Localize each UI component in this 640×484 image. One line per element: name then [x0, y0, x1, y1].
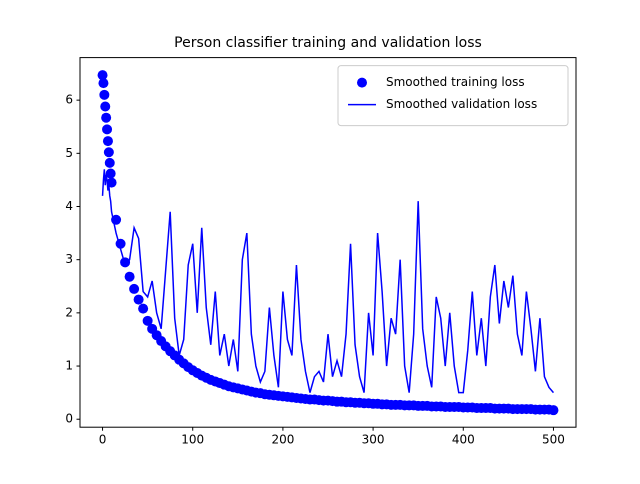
- data-point: [97, 70, 108, 81]
- data-point: [124, 271, 135, 282]
- data-line: [101, 169, 555, 394]
- x-tick-label: 400: [452, 433, 475, 447]
- legend-label: Smoothed training loss: [386, 75, 525, 89]
- data-point: [142, 315, 153, 326]
- data-point: [102, 136, 113, 147]
- y-tick-label: 0: [65, 412, 73, 426]
- data-point: [98, 78, 109, 89]
- legend-marker: [357, 77, 367, 88]
- x-tick-label: 200: [271, 433, 294, 447]
- legend-label: Smoothed validation loss: [386, 97, 537, 111]
- data-point: [100, 101, 111, 112]
- data-point: [105, 168, 116, 179]
- data-point: [104, 157, 115, 168]
- y-tick-label: 2: [65, 305, 73, 319]
- legend-box: [337, 65, 569, 127]
- y-tick-label: 3: [65, 252, 73, 266]
- x-tick-label: 500: [542, 433, 565, 447]
- data-point: [103, 147, 114, 158]
- y-tick-label: 1: [65, 359, 73, 373]
- x-tick-label: 100: [181, 433, 204, 447]
- x-tick-label: 0: [99, 433, 107, 447]
- data-point: [133, 294, 144, 305]
- plot-frame: [79, 57, 577, 428]
- y-tick-label: 4: [65, 199, 73, 213]
- data-point: [101, 112, 112, 123]
- data-point: [138, 303, 149, 314]
- data-point: [102, 124, 113, 135]
- chart-title: Person classifier training and validatio…: [174, 35, 482, 51]
- y-tick-label: 5: [65, 146, 73, 160]
- x-tick-label: 300: [362, 433, 385, 447]
- data-point: [129, 283, 140, 294]
- y-tick-label: 6: [65, 93, 73, 107]
- data-point: [99, 89, 110, 100]
- data-point: [548, 405, 559, 416]
- data-point: [106, 177, 117, 188]
